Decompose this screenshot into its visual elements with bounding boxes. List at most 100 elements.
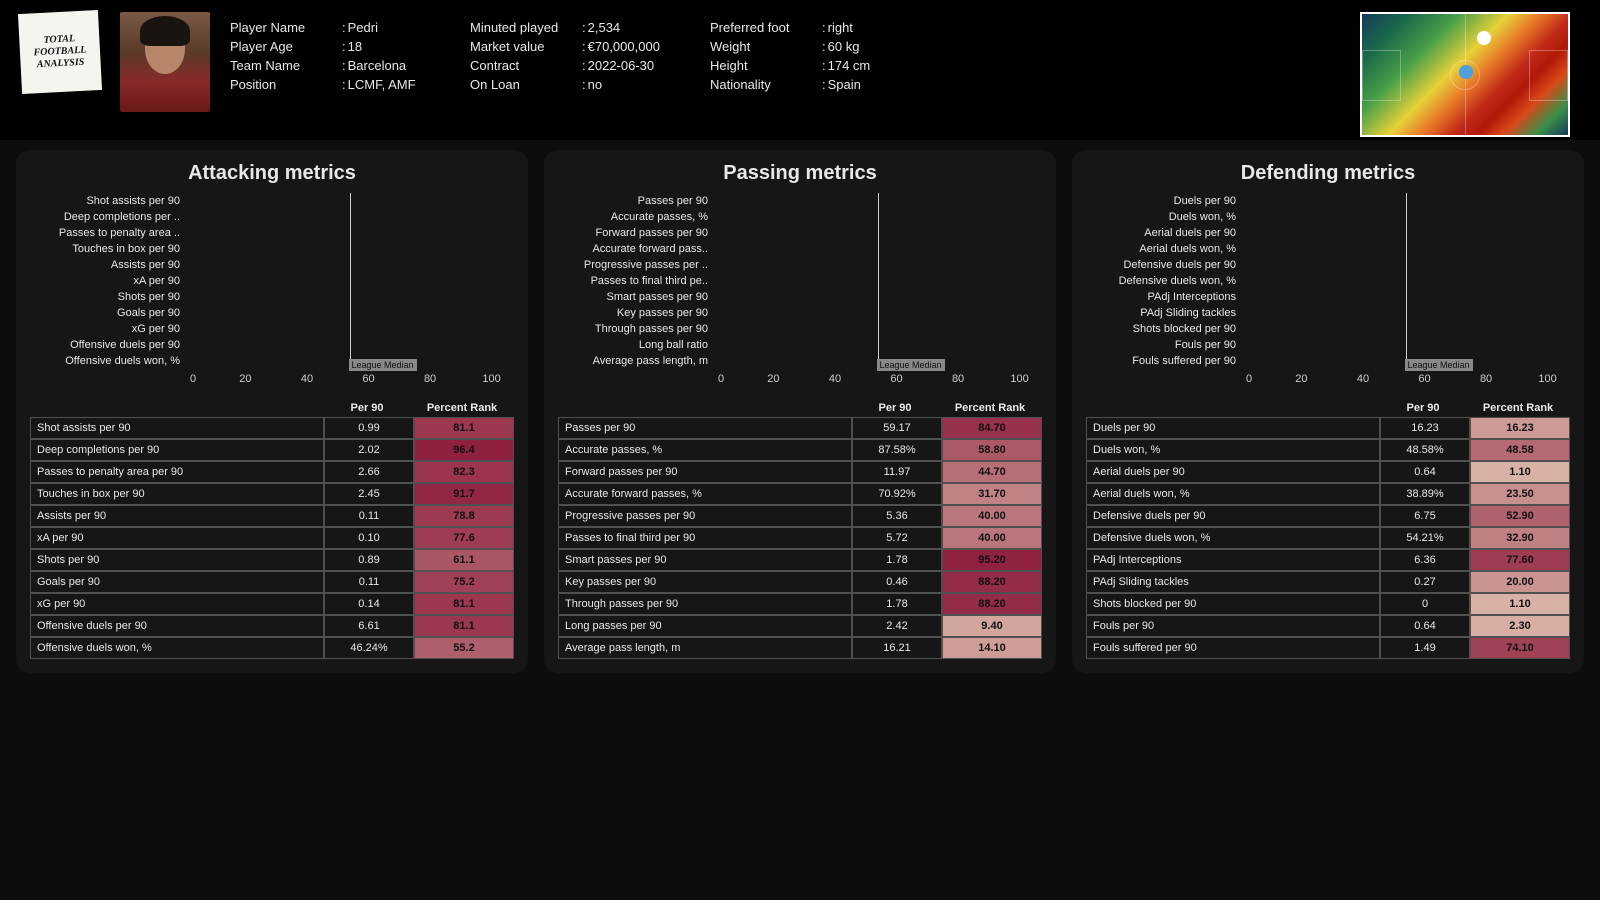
metric-rank: 58.80 [942,439,1042,461]
pitch-heatmap [1360,12,1570,137]
metric-name: PAdj Interceptions [1086,549,1380,571]
info-label: Height [710,58,820,73]
metric-per90: 16.21 [852,637,942,659]
table-row: Goals per 900.1175.2 [30,571,514,593]
metric-name: Assists per 90 [30,505,324,527]
metric-per90: 38.89% [1380,483,1470,505]
metric-per90: 2.45 [324,483,414,505]
table-header: Per 90Percent Rank [558,399,1042,417]
metric-name: Long passes per 90 [558,615,852,637]
table-row: Passes per 9059.1784.70 [558,417,1042,439]
bar-label: Forward passes per 90 [558,225,714,241]
bar-label: Passes to final third pe.. [558,273,714,289]
metric-rank: 48.58 [1470,439,1570,461]
metric-panel: Defending metricsDuels per 90Duels won, … [1072,150,1584,673]
metric-rank: 1.10 [1470,593,1570,615]
heatmap-position-dot-secondary [1459,65,1473,79]
metric-name: Accurate passes, % [558,439,852,461]
metric-name: Smart passes per 90 [558,549,852,571]
metric-name: Progressive passes per 90 [558,505,852,527]
info-value: 60 kg [828,39,860,54]
metric-name: Through passes per 90 [558,593,852,615]
info-label: On Loan [470,77,580,92]
metric-per90: 2.02 [324,439,414,461]
median-label: League Median [349,359,417,371]
table-row: Progressive passes per 905.3640.00 [558,505,1042,527]
metric-rank: 81.1 [414,615,514,637]
metric-rank: 61.1 [414,549,514,571]
metric-panel: Passing metricsPasses per 90Accurate pas… [544,150,1056,673]
metric-rank: 1.10 [1470,461,1570,483]
bar-label: Deep completions per .. [30,209,186,225]
metric-name: xA per 90 [30,527,324,549]
metric-per90: 48.58% [1380,439,1470,461]
metric-name: Goals per 90 [30,571,324,593]
metric-name: Shot assists per 90 [30,417,324,439]
metric-rank: 95.20 [942,549,1042,571]
table-row: Offensive duels per 906.6181.1 [30,615,514,637]
table-row: Through passes per 901.7888.20 [558,593,1042,615]
info-row: Team Name: Barcelona [230,58,450,73]
metric-per90: 0.10 [324,527,414,549]
metric-per90: 70.92% [852,483,942,505]
info-value: no [588,77,602,92]
metric-name: Average pass length, m [558,637,852,659]
metric-name: Fouls suffered per 90 [1086,637,1380,659]
info-label: Contract [470,58,580,73]
metric-per90: 1.78 [852,549,942,571]
metric-rank: 96.4 [414,439,514,461]
bar-label: Shots blocked per 90 [1086,321,1242,337]
bar-label: Accurate passes, % [558,209,714,225]
metric-per90: 0.11 [324,571,414,593]
table-row: Deep completions per 902.0296.4 [30,439,514,461]
metric-name: Forward passes per 90 [558,461,852,483]
metric-name: Duels won, % [1086,439,1380,461]
table-row: Key passes per 900.4688.20 [558,571,1042,593]
info-label: Team Name [230,58,340,73]
metric-panels: Attacking metricsShot assists per 90Deep… [0,140,1600,683]
info-label: Preferred foot [710,20,820,35]
metric-per90: 5.72 [852,527,942,549]
metric-name: Aerial duels won, % [1086,483,1380,505]
metric-per90: 6.36 [1380,549,1470,571]
table-row: Duels won, %48.58%48.58 [1086,439,1570,461]
bar-label: Key passes per 90 [558,305,714,321]
info-label: Minuted played [470,20,580,35]
metric-rank: 40.00 [942,505,1042,527]
metric-rank: 78.8 [414,505,514,527]
metric-per90: 0.46 [852,571,942,593]
info-row: Contract: 2022-06-30 [470,58,690,73]
metric-name: Fouls per 90 [1086,615,1380,637]
table-row: Passes to final third per 905.7240.00 [558,527,1042,549]
bar-label: Duels per 90 [1086,193,1242,209]
metric-name: Shots per 90 [30,549,324,571]
metric-rank: 16.23 [1470,417,1570,439]
bar-label: Average pass length, m [558,353,714,369]
info-value: LCMF, AMF [348,77,416,92]
metric-per90: 0.89 [324,549,414,571]
x-axis: 020406080100 [718,373,1038,393]
metric-name: Key passes per 90 [558,571,852,593]
info-label: Player Name [230,20,340,35]
table-row: Defensive duels won, %54.21%32.90 [1086,527,1570,549]
info-row: Nationality: Spain [710,77,930,92]
metric-per90: 6.75 [1380,505,1470,527]
metric-per90: 46.24% [324,637,414,659]
metric-per90: 6.61 [324,615,414,637]
metric-per90: 59.17 [852,417,942,439]
bar-label: Offensive duels per 90 [30,337,186,353]
info-label: Nationality [710,77,820,92]
metric-per90: 54.21% [1380,527,1470,549]
metric-rank: 81.1 [414,593,514,615]
player-info-left: Player Name: PedriPlayer Age: 18Team Nam… [230,12,450,92]
metric-per90: 0.99 [324,417,414,439]
metric-rank: 81.1 [414,417,514,439]
bar-label: Shot assists per 90 [30,193,186,209]
info-row: Height: 174 cm [710,58,930,73]
metric-per90: 0.27 [1380,571,1470,593]
bar-label: Through passes per 90 [558,321,714,337]
info-label: Market value [470,39,580,54]
bar-label: PAdj Sliding tackles [1086,305,1242,321]
metric-per90: 5.36 [852,505,942,527]
info-row: Market value: €70,000,000 [470,39,690,54]
